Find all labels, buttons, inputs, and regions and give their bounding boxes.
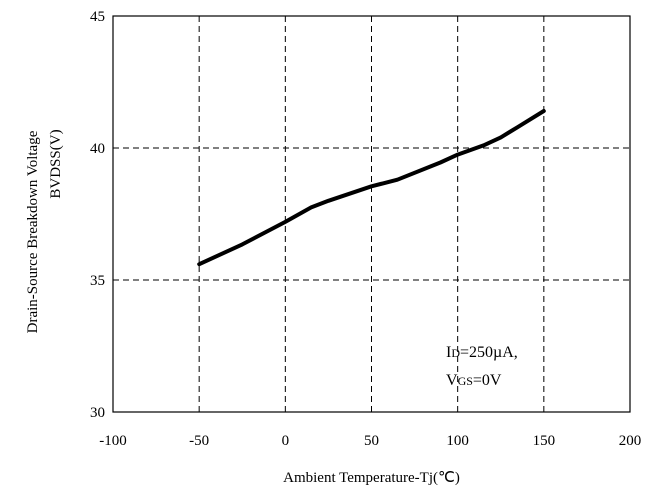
grid-lines <box>113 16 630 412</box>
x-tick-label: 150 <box>533 433 556 449</box>
annotation-id-main: I <box>446 344 451 361</box>
series-line <box>197 109 546 267</box>
annotation-id-condition: ID=250µA, <box>446 344 518 361</box>
x-tick-label: 0 <box>282 433 290 449</box>
x-axis-ticks: -100 -50 0 50 100 150 200 <box>99 433 641 449</box>
annotation-vgs-value: =0V <box>473 372 502 389</box>
y-axis-label-line1: Drain-Source Breakdown Voltage <box>25 130 41 333</box>
x-axis-label: Ambient Temperature-Tj(℃) <box>283 470 460 486</box>
y-tick-label: 40 <box>90 141 105 157</box>
x-tick-label: -100 <box>99 433 127 449</box>
y-tick-label: 45 <box>90 9 105 25</box>
annotation-vgs-main: V <box>446 372 458 389</box>
y-axis-label-line2: BVDSS(V) <box>48 129 64 198</box>
y-tick-label: 35 <box>90 273 105 289</box>
plot-frame <box>112 15 631 413</box>
x-tick-label: -50 <box>189 433 209 449</box>
annotation-vgs-condition: VGS=0V <box>446 372 502 389</box>
annotation-id-value: =250µA, <box>460 344 518 361</box>
x-tick-label: 100 <box>446 433 469 449</box>
y-tick-label: 30 <box>90 405 105 421</box>
x-tick-label: 50 <box>364 433 379 449</box>
x-tick-label: 200 <box>619 433 642 449</box>
y-axis-ticks: 30 35 40 45 <box>90 9 105 421</box>
annotation-id-subscript: D <box>451 346 460 360</box>
annotation-vgs-subscript: GS <box>458 374 473 388</box>
